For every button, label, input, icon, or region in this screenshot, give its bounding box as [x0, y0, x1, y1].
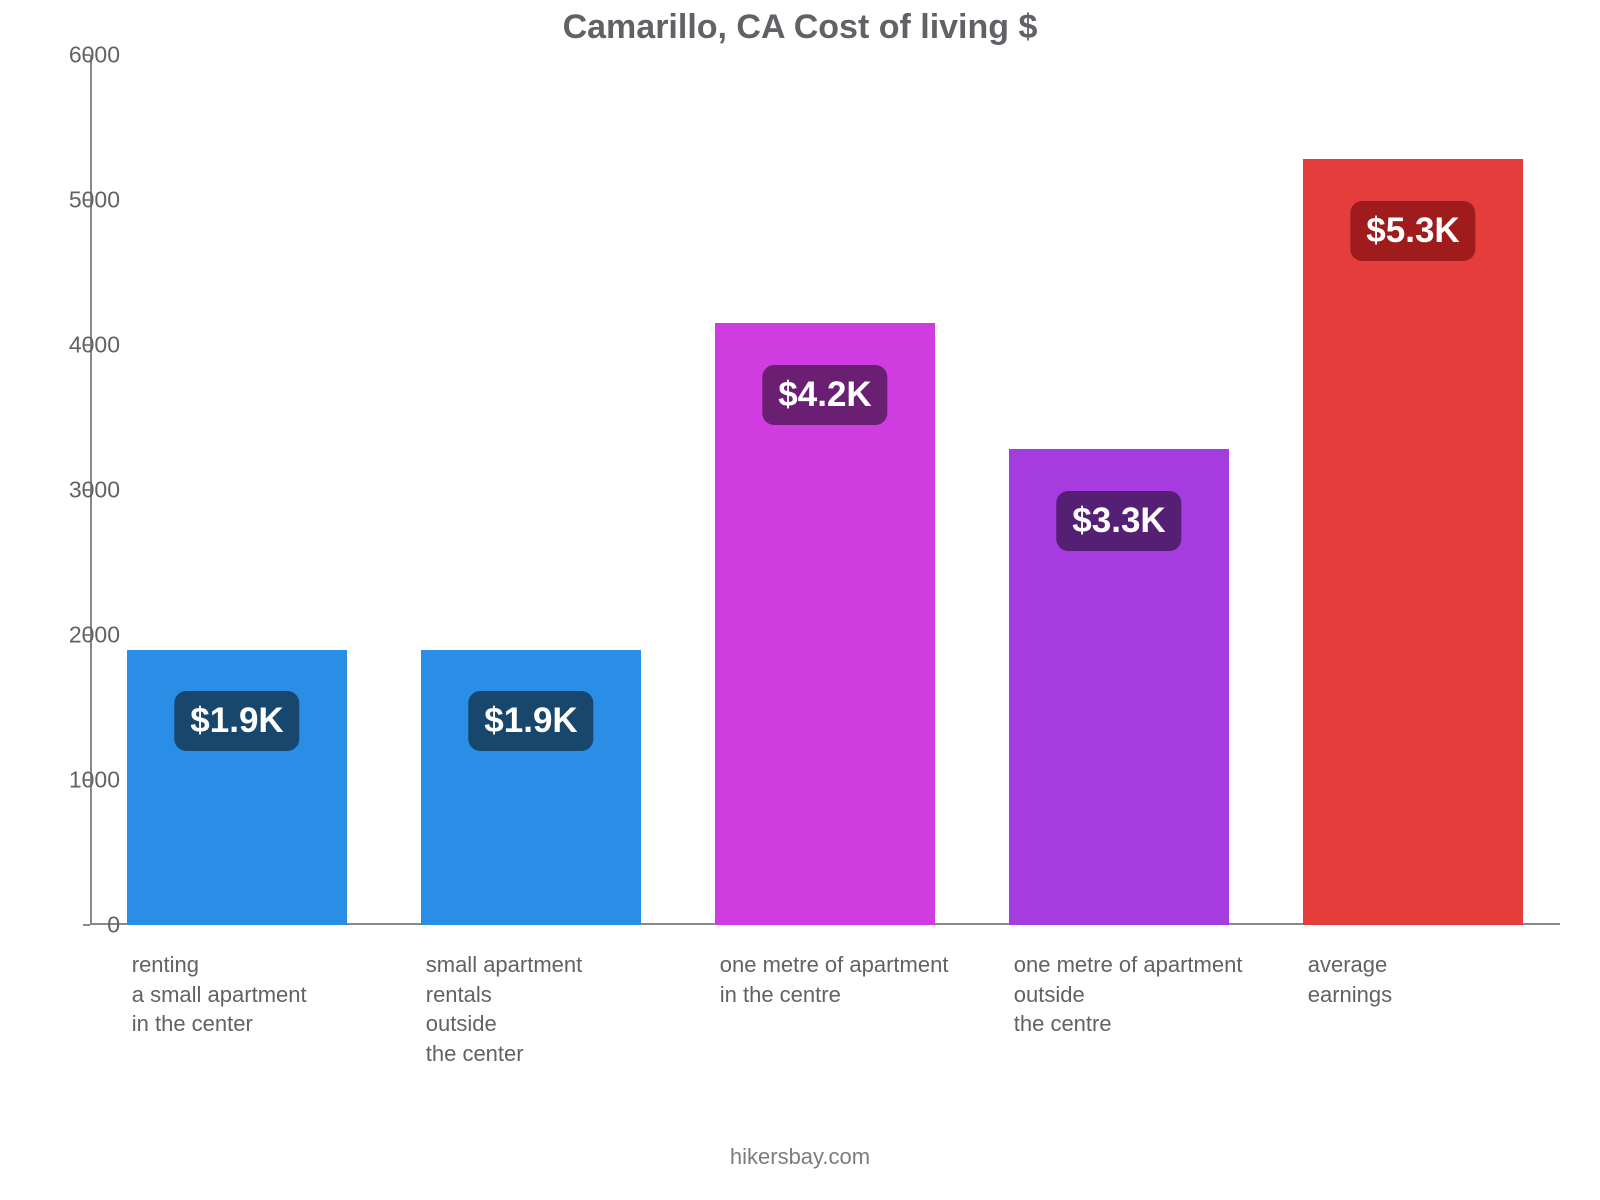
y-tick-label: 3000	[40, 477, 120, 504]
data-label-rent_outside: $1.9K	[468, 691, 593, 751]
y-tick-label: 5000	[40, 187, 120, 214]
data-label-sqm_center: $4.2K	[762, 365, 887, 425]
cost-of-living-chart: Camarillo, CA Cost of living $ $1.9K$1.9…	[0, 0, 1600, 1200]
bars-container: $1.9K $1.9K $4.2K $3.3K $5.3K	[90, 55, 1560, 925]
y-tick-label: 1000	[40, 767, 120, 794]
x-label-avg_earnings: average earnings	[1308, 950, 1589, 1009]
bar-avg_earnings	[1303, 159, 1524, 925]
chart-title: Camarillo, CA Cost of living $	[0, 8, 1600, 47]
y-tick-label: 6000	[40, 42, 120, 69]
x-label-rent_center: renting a small apartment in the center	[132, 950, 413, 1039]
data-label-rent_center: $1.9K	[174, 691, 299, 751]
x-label-sqm_center: one metre of apartment in the centre	[720, 950, 1001, 1009]
plot-area: $1.9K $1.9K $4.2K $3.3K $5.3K	[90, 55, 1560, 925]
x-label-rent_outside: small apartment rentals outside the cent…	[426, 950, 707, 1069]
data-label-avg_earnings: $5.3K	[1350, 201, 1475, 261]
data-label-sqm_outside: $3.3K	[1056, 491, 1181, 551]
y-tick-label: 0	[40, 912, 120, 939]
y-tick-label: 4000	[40, 332, 120, 359]
attribution-text: hikersbay.com	[0, 1144, 1600, 1170]
y-tick-label: 2000	[40, 622, 120, 649]
x-label-sqm_outside: one metre of apartment outside the centr…	[1014, 950, 1295, 1039]
